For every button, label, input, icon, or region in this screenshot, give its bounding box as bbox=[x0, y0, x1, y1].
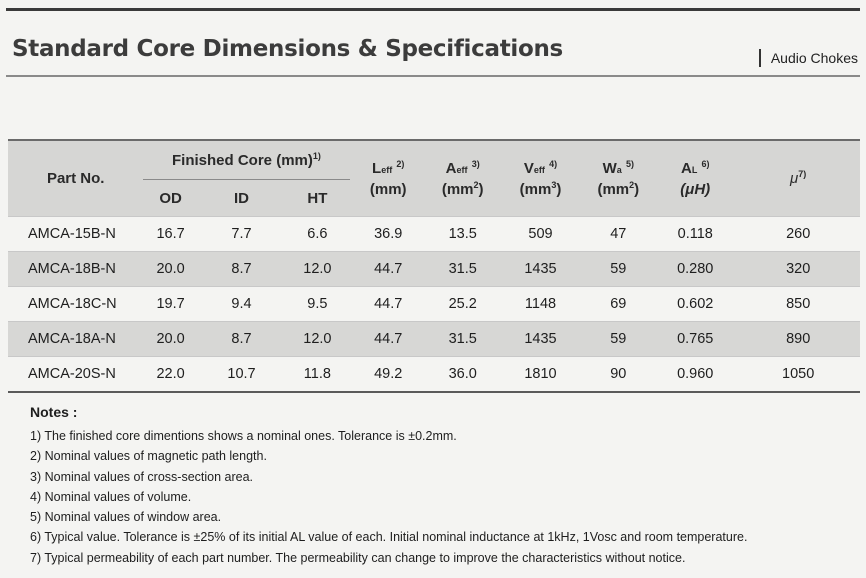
header-wa: Wa 5) (mm2) bbox=[582, 139, 655, 217]
page-title: Standard Core Dimensions & Specification… bbox=[12, 36, 563, 62]
cell-aeff: 31.5 bbox=[426, 251, 499, 287]
note-item: 2) Nominal values of magnetic path lengt… bbox=[30, 449, 267, 464]
spec-table: Part No. Finished Core (mm)1) Leff 2) (mm… bbox=[8, 139, 860, 393]
note-item: 7) Typical permeability of each part num… bbox=[30, 550, 686, 565]
header-part-no: Part No. bbox=[8, 139, 144, 217]
top-rule bbox=[6, 8, 860, 11]
cell-ht: 11.8 bbox=[285, 356, 350, 393]
cell-veff: 1148 bbox=[498, 286, 583, 322]
cell-od: 16.7 bbox=[143, 216, 198, 252]
cell-id: 8.7 bbox=[197, 321, 286, 357]
table-row: AMCA-20S-N 22.0 10.7 11.8 49.2 36.0 1810 90 0.96… bbox=[8, 356, 860, 393]
cell-mu: 850 bbox=[736, 286, 860, 322]
cell-leff: 49.2 bbox=[349, 356, 427, 393]
cell-part: AMCA-18B-N bbox=[8, 251, 144, 287]
header-mu: μ7) bbox=[736, 139, 860, 217]
header-al: AL 6) (μH) bbox=[654, 139, 737, 217]
section-label: Audio Chokes bbox=[758, 49, 858, 67]
cell-leff: 44.7 bbox=[349, 251, 427, 287]
cell-ht: 9.5 bbox=[285, 286, 350, 322]
header-aeff: Aeff 3) (mm2) bbox=[426, 139, 499, 217]
cell-aeff: 36.0 bbox=[426, 356, 499, 393]
cell-part: AMCA-18C-N bbox=[8, 286, 144, 322]
title-rule bbox=[6, 75, 860, 77]
cell-mu: 890 bbox=[736, 321, 860, 357]
cell-od: 22.0 bbox=[143, 356, 198, 393]
table-row: AMCA-18B-N 20.0 8.7 12.0 44.7 31.5 1435 59 0.280… bbox=[8, 251, 860, 287]
cell-od: 20.0 bbox=[143, 321, 198, 357]
note-item: 5) Nominal values of window area. bbox=[30, 510, 222, 525]
cell-veff: 1435 bbox=[498, 321, 583, 357]
note-item: 6) Typical value. Tolerance is ±25% of i… bbox=[30, 530, 748, 545]
cell-wa: 69 bbox=[582, 286, 655, 322]
section-label-text: Audio Chokes bbox=[770, 50, 858, 66]
cell-od: 19.7 bbox=[143, 286, 198, 322]
table-row: AMCA-18C-N 19.7 9.4 9.5 44.7 25.2 1148 69 0.602 8… bbox=[8, 286, 860, 322]
header-finished-core: Finished Core (mm)1) bbox=[143, 139, 350, 180]
cell-part: AMCA-20S-N bbox=[8, 356, 144, 393]
cell-veff: 1810 bbox=[498, 356, 583, 393]
cell-mu: 320 bbox=[736, 251, 860, 287]
header-id: ID bbox=[197, 179, 286, 217]
cell-veff: 509 bbox=[498, 216, 583, 252]
cell-wa: 59 bbox=[582, 321, 655, 357]
cell-leff: 36.9 bbox=[349, 216, 427, 252]
header-leff: Leff 2) (mm) bbox=[349, 139, 427, 217]
section-divider bbox=[758, 49, 761, 67]
note-item: 1) The finished core dimentions shows a … bbox=[30, 429, 457, 443]
cell-wa: 90 bbox=[582, 356, 655, 393]
header-od: OD bbox=[143, 179, 198, 217]
cell-part: AMCA-18A-N bbox=[8, 321, 144, 357]
cell-mu: 1050 bbox=[736, 356, 860, 393]
table-row: AMCA-18A-N 20.0 8.7 12.0 44.7 31.5 1435 59 0.765… bbox=[8, 321, 860, 357]
cell-wa: 59 bbox=[582, 251, 655, 287]
table-row: AMCA-15B-N 16.7 7.7 6.6 36.9 13.5 509 47 0.118 26… bbox=[8, 216, 860, 252]
cell-id: 10.7 bbox=[197, 356, 286, 393]
cell-aeff: 31.5 bbox=[426, 321, 499, 357]
cell-al: 0.280 bbox=[654, 251, 737, 287]
cell-veff: 1435 bbox=[498, 251, 583, 287]
cell-id: 9.4 bbox=[197, 286, 286, 322]
header-ht: HT bbox=[285, 179, 350, 217]
cell-al: 0.960 bbox=[654, 356, 737, 393]
notes-list: 1) The finished core dimentions shows a … bbox=[30, 426, 747, 568]
cell-leff: 44.7 bbox=[349, 321, 427, 357]
cell-al: 0.118 bbox=[654, 216, 737, 252]
notes-title: Notes : bbox=[30, 404, 78, 420]
cell-mu: 260 bbox=[736, 216, 860, 252]
cell-ht: 12.0 bbox=[285, 251, 350, 287]
cell-leff: 44.7 bbox=[349, 286, 427, 322]
cell-part: AMCA-15B-N bbox=[8, 216, 144, 252]
cell-al: 0.765 bbox=[654, 321, 737, 357]
cell-aeff: 13.5 bbox=[426, 216, 499, 252]
header-veff: Veff 4) (mm3) bbox=[498, 139, 583, 217]
cell-wa: 47 bbox=[582, 216, 655, 252]
notes: Notes : 1) The finished core dimentions … bbox=[30, 404, 747, 568]
cell-id: 8.7 bbox=[197, 251, 286, 287]
cell-al: 0.602 bbox=[654, 286, 737, 322]
note-item: 3) Nominal values of cross-section area. bbox=[30, 469, 254, 484]
cell-aeff: 25.2 bbox=[426, 286, 499, 322]
cell-id: 7.7 bbox=[197, 216, 286, 252]
cell-ht: 12.0 bbox=[285, 321, 350, 357]
cell-od: 20.0 bbox=[143, 251, 198, 287]
cell-ht: 6.6 bbox=[285, 216, 350, 252]
note-item: 4) Nominal values of volume. bbox=[30, 489, 192, 504]
